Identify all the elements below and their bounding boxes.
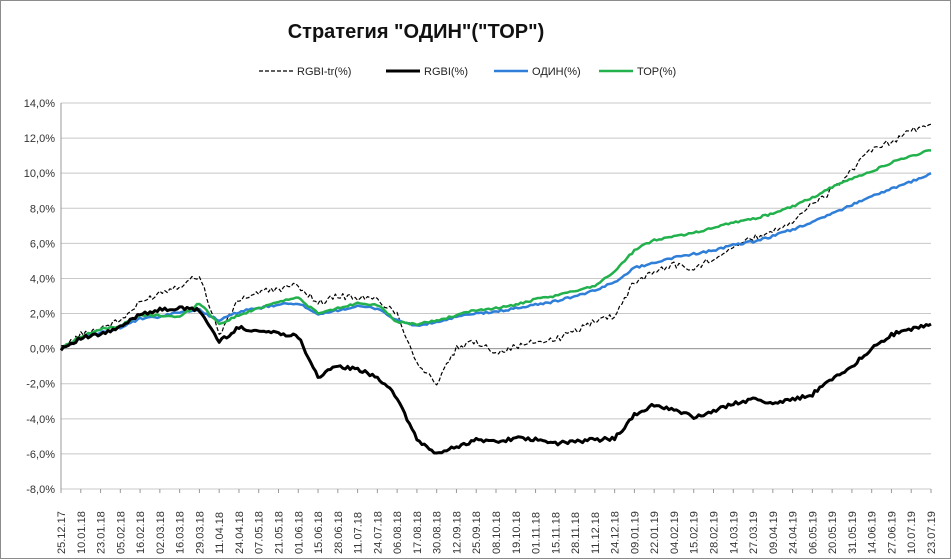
x-tick-label: 28.11.18 <box>570 512 582 554</box>
x-tick-label: 22.01.19 <box>649 511 661 554</box>
x-tick-label: 28.06.18 <box>333 511 345 554</box>
x-tick-label: 14.03.19 <box>728 511 740 554</box>
x-tick-label: 24.04.19 <box>788 511 800 554</box>
legend-label: ТОР(%) <box>637 66 676 78</box>
series-line-2 <box>60 172 932 350</box>
x-tick-label: 17.08.18 <box>412 511 424 554</box>
y-tick-label: -6,0% <box>26 449 55 461</box>
y-tick-label: 8,0% <box>30 203 55 215</box>
x-tick-label: 29.03.18 <box>194 511 206 554</box>
series-line-3 <box>60 149 931 351</box>
legend-label: RGBI-tr(%) <box>297 66 351 78</box>
y-tick-label: 14,0% <box>24 98 55 110</box>
x-tick-label: 09.01.19 <box>629 511 641 554</box>
x-tick-label: 04.02.19 <box>669 511 681 554</box>
x-tick-label: 01.11.18 <box>531 512 543 554</box>
x-tick-label: 24.07.18 <box>372 511 384 554</box>
y-tick-label: 0,0% <box>30 344 55 356</box>
legend-label: ОДИН(%) <box>532 66 581 78</box>
legend: RGBI-tr(%) RGBI(%) ОДИН(%) ТОР(%) <box>259 66 676 78</box>
x-tick-label: 16.03.18 <box>175 511 187 554</box>
x-tick-label: 27.03.19 <box>748 511 760 554</box>
x-tick-label: 06.08.18 <box>392 511 404 554</box>
x-tick-label: 01.06.18 <box>293 511 305 554</box>
x-tick-label: 24.12.18 <box>610 511 622 554</box>
grid <box>61 102 931 490</box>
x-tick-label: 16.02.18 <box>135 511 147 554</box>
x-tick-label: 28.02.19 <box>709 511 721 554</box>
x-tick-label: 10.07.19 <box>906 511 918 554</box>
x-tick-label: 24.04.18 <box>234 511 246 554</box>
series-group <box>59 123 932 455</box>
x-tick-label: 23.07.19 <box>926 511 938 554</box>
x-tick-label: 15.11.18 <box>550 512 562 554</box>
x-tick-label: 27.06.19 <box>886 511 898 554</box>
x-tick-label: 19.10.18 <box>511 511 523 554</box>
x-tick-label: 21.05.18 <box>274 511 286 554</box>
y-tick-label: 6,0% <box>30 238 55 250</box>
y-tick-label: 12,0% <box>24 133 55 145</box>
y-tick-label: -4,0% <box>26 414 55 426</box>
x-tick-label: 31.05.19 <box>847 511 859 554</box>
y-tick-label: 4,0% <box>30 273 55 285</box>
axes: 14,0% 12,0% 10,0% 8,0% 6,0% 4,0% 2,0% 0,0% -2,0%… <box>24 98 938 554</box>
x-tick-label: 05.02.18 <box>115 511 127 554</box>
x-tick-label: 30.08.18 <box>432 511 444 554</box>
series-line-1 <box>59 305 932 455</box>
x-tick-label: 11.12.18 <box>590 512 602 554</box>
x-tick-label: 15.06.18 <box>313 511 325 554</box>
x-tick-label: 25.12.17 <box>56 511 68 554</box>
x-tick-label: 02.03.18 <box>155 511 167 554</box>
x-tick-label: 08.10.18 <box>491 511 503 554</box>
x-tick-label: 12.09.18 <box>451 511 463 554</box>
x-tick-label: 15.02.19 <box>689 511 701 554</box>
y-tick-label: 2,0% <box>30 309 55 321</box>
y-tick-label: -8,0% <box>26 484 55 496</box>
x-tick-label: 07.05.18 <box>254 511 266 554</box>
x-tick-label: 06.05.19 <box>807 511 819 554</box>
series-line-0 <box>60 123 932 386</box>
x-tick-label: 20.05.19 <box>827 511 839 554</box>
legend-label: RGBI(%) <box>424 66 468 78</box>
y-tick-label: 10,0% <box>24 168 55 180</box>
x-tick-label: 14.06.19 <box>867 511 879 554</box>
x-tick-label: 23.01.18 <box>96 511 108 554</box>
x-tick-label: 11.07.18 <box>353 512 365 554</box>
chart-title: Стратегия "ОДИН"("ТОР") <box>288 21 545 43</box>
x-tick-label: 11.04.18 <box>214 512 226 554</box>
y-tick-label: -2,0% <box>26 379 55 391</box>
x-tick-label: 25.09.18 <box>471 511 483 554</box>
x-tick-label: 09.04.19 <box>768 511 780 554</box>
x-tick-label: 10.01.18 <box>76 511 88 554</box>
